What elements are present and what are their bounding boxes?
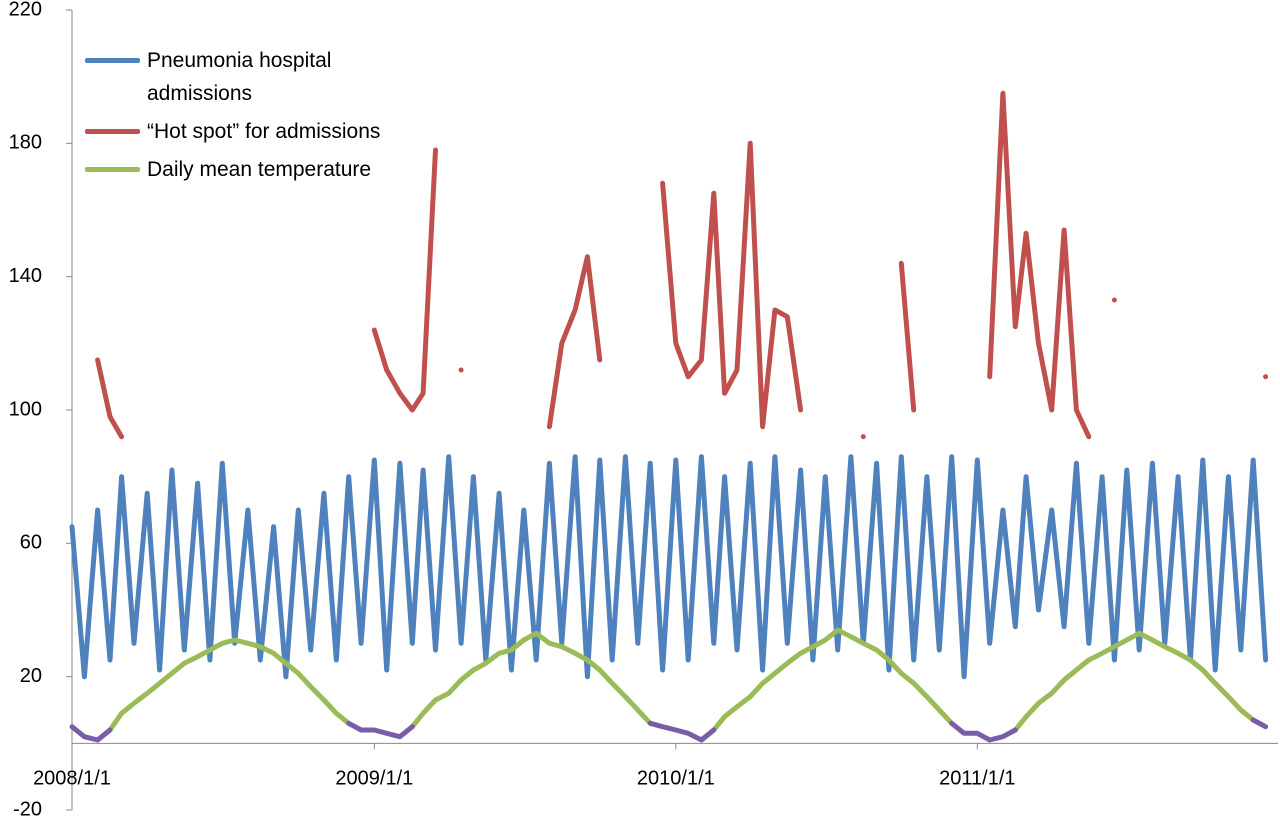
- series-line: [95, 90, 1269, 440]
- series-line: [69, 454, 1269, 680]
- y-tick-label: 20: [20, 665, 42, 687]
- x-tick-label: 2011/1/1: [939, 768, 1015, 790]
- legend-entry: Daily mean temperature: [85, 153, 445, 186]
- y-tick-label: -20: [13, 798, 42, 819]
- y-tick-label: 220: [9, 0, 42, 20]
- legend-label: “Hot spot” for admissions: [147, 120, 381, 143]
- legend-label: Daily mean temperature: [147, 158, 372, 181]
- series-line: [107, 627, 1256, 733]
- y-tick-label: 60: [20, 532, 42, 554]
- x-tick-label: 2010/1/1: [637, 768, 715, 790]
- legend-swatch: [85, 129, 140, 134]
- x-tick-label: 2008/1/1: [33, 768, 111, 790]
- y-tick-label: 100: [9, 398, 42, 420]
- legend-entry: “Hot spot” for admissions: [85, 115, 445, 148]
- x-tick-label: 2009/1/1: [335, 768, 413, 790]
- series-line: [69, 717, 1269, 743]
- legend-swatch: [85, 167, 140, 172]
- legend-swatch: [85, 58, 140, 63]
- legend-label: Pneumonia hospital admissions: [147, 49, 332, 105]
- legend-entry: Pneumonia hospital admissions: [85, 44, 445, 110]
- legend: Pneumonia hospital admissions “Hot spot” …: [85, 44, 445, 191]
- y-tick-label: 140: [9, 265, 42, 287]
- y-tick-label: 180: [9, 132, 42, 154]
